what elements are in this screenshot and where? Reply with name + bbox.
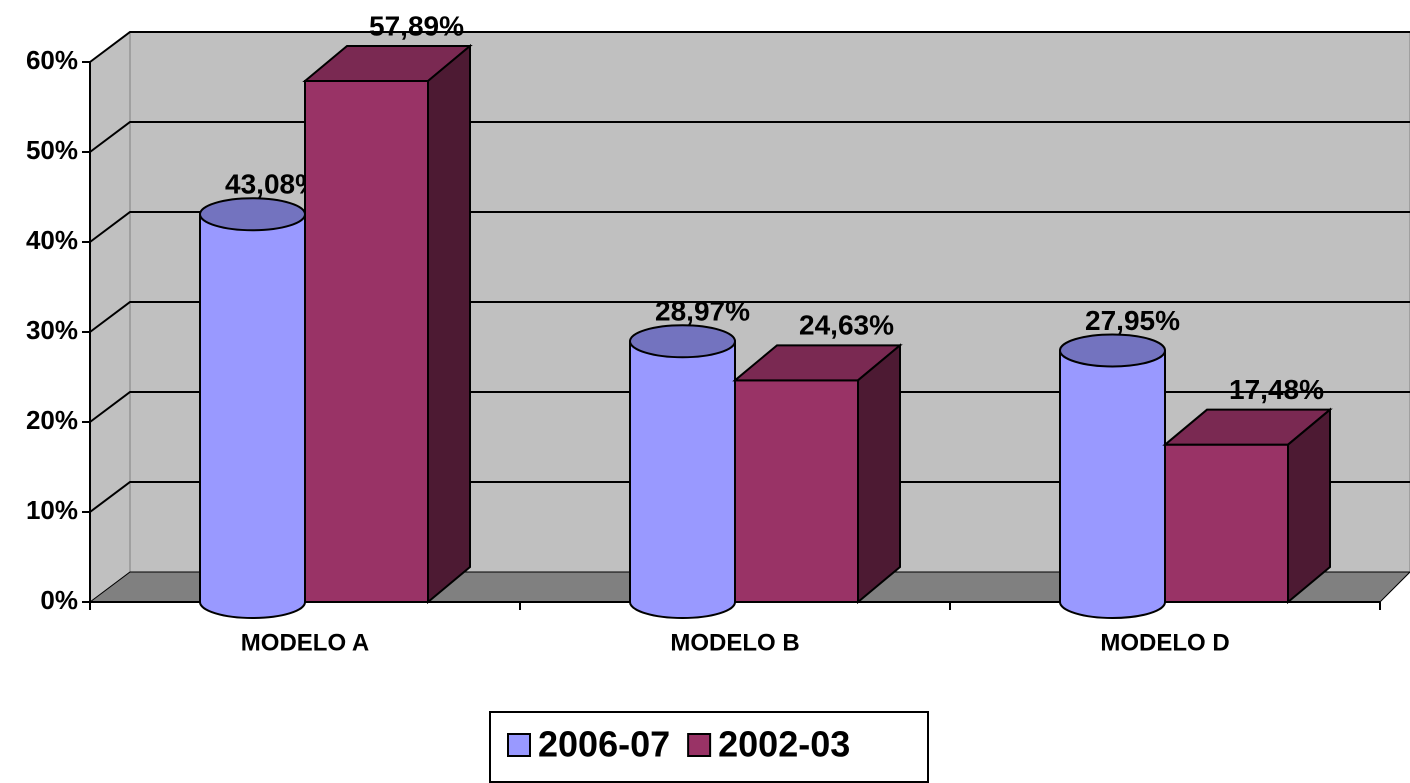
x-tick-label: MODELO A (241, 629, 369, 656)
legend: 2006-07 2002-03 (489, 711, 929, 783)
legend-label: 2002-03 (718, 724, 850, 765)
box (1164, 443, 1289, 603)
plot-marks: MODELO A43,08%57,89%MODELO B28,97% 24,63%… (199, 10, 1333, 656)
y-tick-label: 0% (40, 585, 78, 615)
grid-line (89, 31, 1410, 63)
y-tick-label: 30% (26, 315, 78, 345)
box-side (1287, 407, 1331, 605)
grid-line (89, 121, 1410, 153)
value-label: 17,48% (1229, 374, 1324, 405)
value-label: 28,97% (655, 296, 750, 327)
cylinder (629, 340, 736, 619)
y-tick-label: 50% (26, 135, 78, 165)
grid-line (89, 211, 1410, 243)
cylinder-top (1059, 333, 1166, 368)
legend-swatch (687, 733, 712, 757)
value-label: 57,89% (369, 10, 464, 41)
cylinder-top (629, 324, 736, 359)
box (304, 79, 429, 604)
grid-line (89, 301, 1410, 333)
x-tick-label: MODELO D (1100, 629, 1229, 656)
legend-swatch (507, 733, 531, 757)
value-label: 27,95% (1085, 305, 1180, 336)
grid-line (89, 391, 1410, 423)
y-tick-label: 60% (26, 45, 78, 75)
box-side (857, 343, 901, 605)
value-label: 24,63% (799, 310, 894, 341)
cylinder (1059, 349, 1166, 619)
cylinder-top (199, 197, 306, 232)
legend-label: 2006-07 (538, 724, 670, 765)
box (734, 379, 859, 603)
box-side (427, 43, 471, 605)
y-tick-label: 40% (26, 225, 78, 255)
y-tick-label: 20% (26, 405, 78, 435)
x-tick-label: MODELO B (670, 629, 799, 656)
grid-line (89, 481, 1410, 513)
cylinder (199, 213, 306, 619)
y-tick-label: 10% (26, 495, 78, 525)
